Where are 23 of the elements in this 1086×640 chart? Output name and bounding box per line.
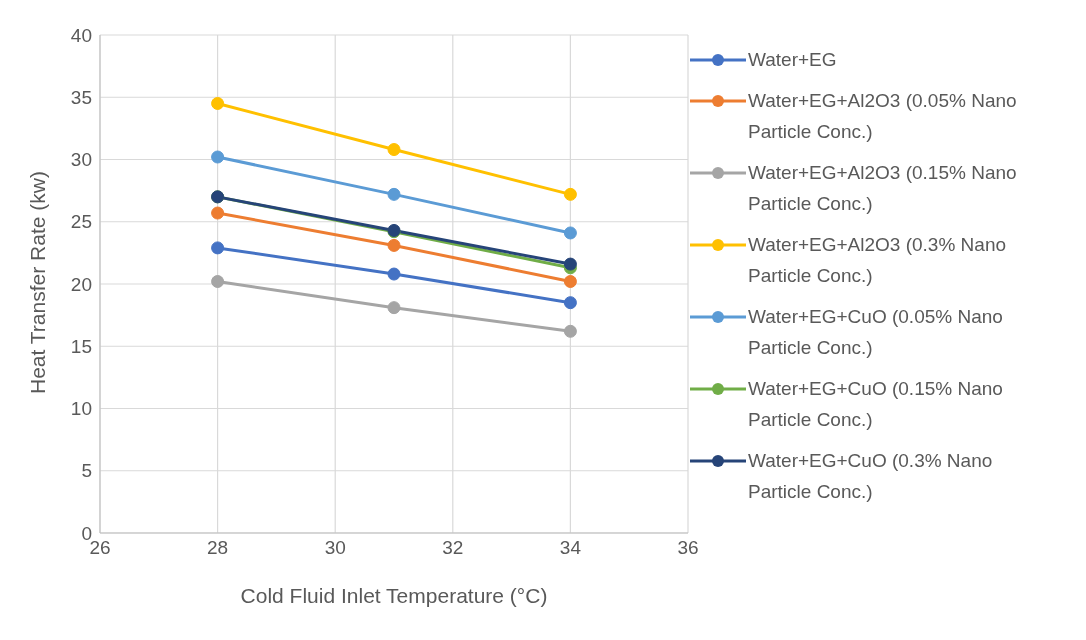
x-tick-label: 34: [559, 537, 582, 559]
y-tick-label: 0: [81, 522, 92, 544]
x-tick-label: 30: [324, 537, 346, 559]
legend-label: Water+EG+Al2O3 (0.3% Nano Particle Conc.): [748, 233, 1008, 288]
legend-label: Water+EG+CuO (0.3% Nano Particle Conc.): [748, 449, 994, 504]
y-tick-label: 25: [70, 211, 92, 233]
y-tick-label: 5: [81, 460, 92, 482]
x-axis-title: Cold Fluid Inlet Temperature (°C): [240, 584, 548, 607]
legend-label: Water+EG+CuO (0.15% Nano Particle Conc.): [748, 377, 1004, 432]
y-tick-label: 20: [70, 273, 92, 295]
y-tick-label: 30: [70, 149, 92, 171]
y-tick-label: 35: [70, 87, 92, 108]
legend-label: Water+EG+CuO (0.05% Nano Particle Conc.): [748, 305, 1004, 360]
y-tick-label: 40: [70, 24, 92, 46]
x-tick-label: 28: [207, 537, 229, 559]
x-tick-label: 36: [677, 537, 699, 559]
y-tick-label: 10: [70, 398, 92, 420]
x-tick-label: 32: [442, 537, 464, 559]
legend-label: Water+EG: [748, 48, 838, 72]
legend-label: Water+EG+Al2O3 (0.15% Nano Particle Conc.): [748, 161, 1018, 216]
y-tick-label: 15: [70, 335, 92, 357]
y-axis-title: Heat Transfer Rate (kw): [26, 171, 50, 394]
legend-label: Water+EG+Al2O3 (0.05% Nano Particle Conc.): [748, 89, 1018, 144]
